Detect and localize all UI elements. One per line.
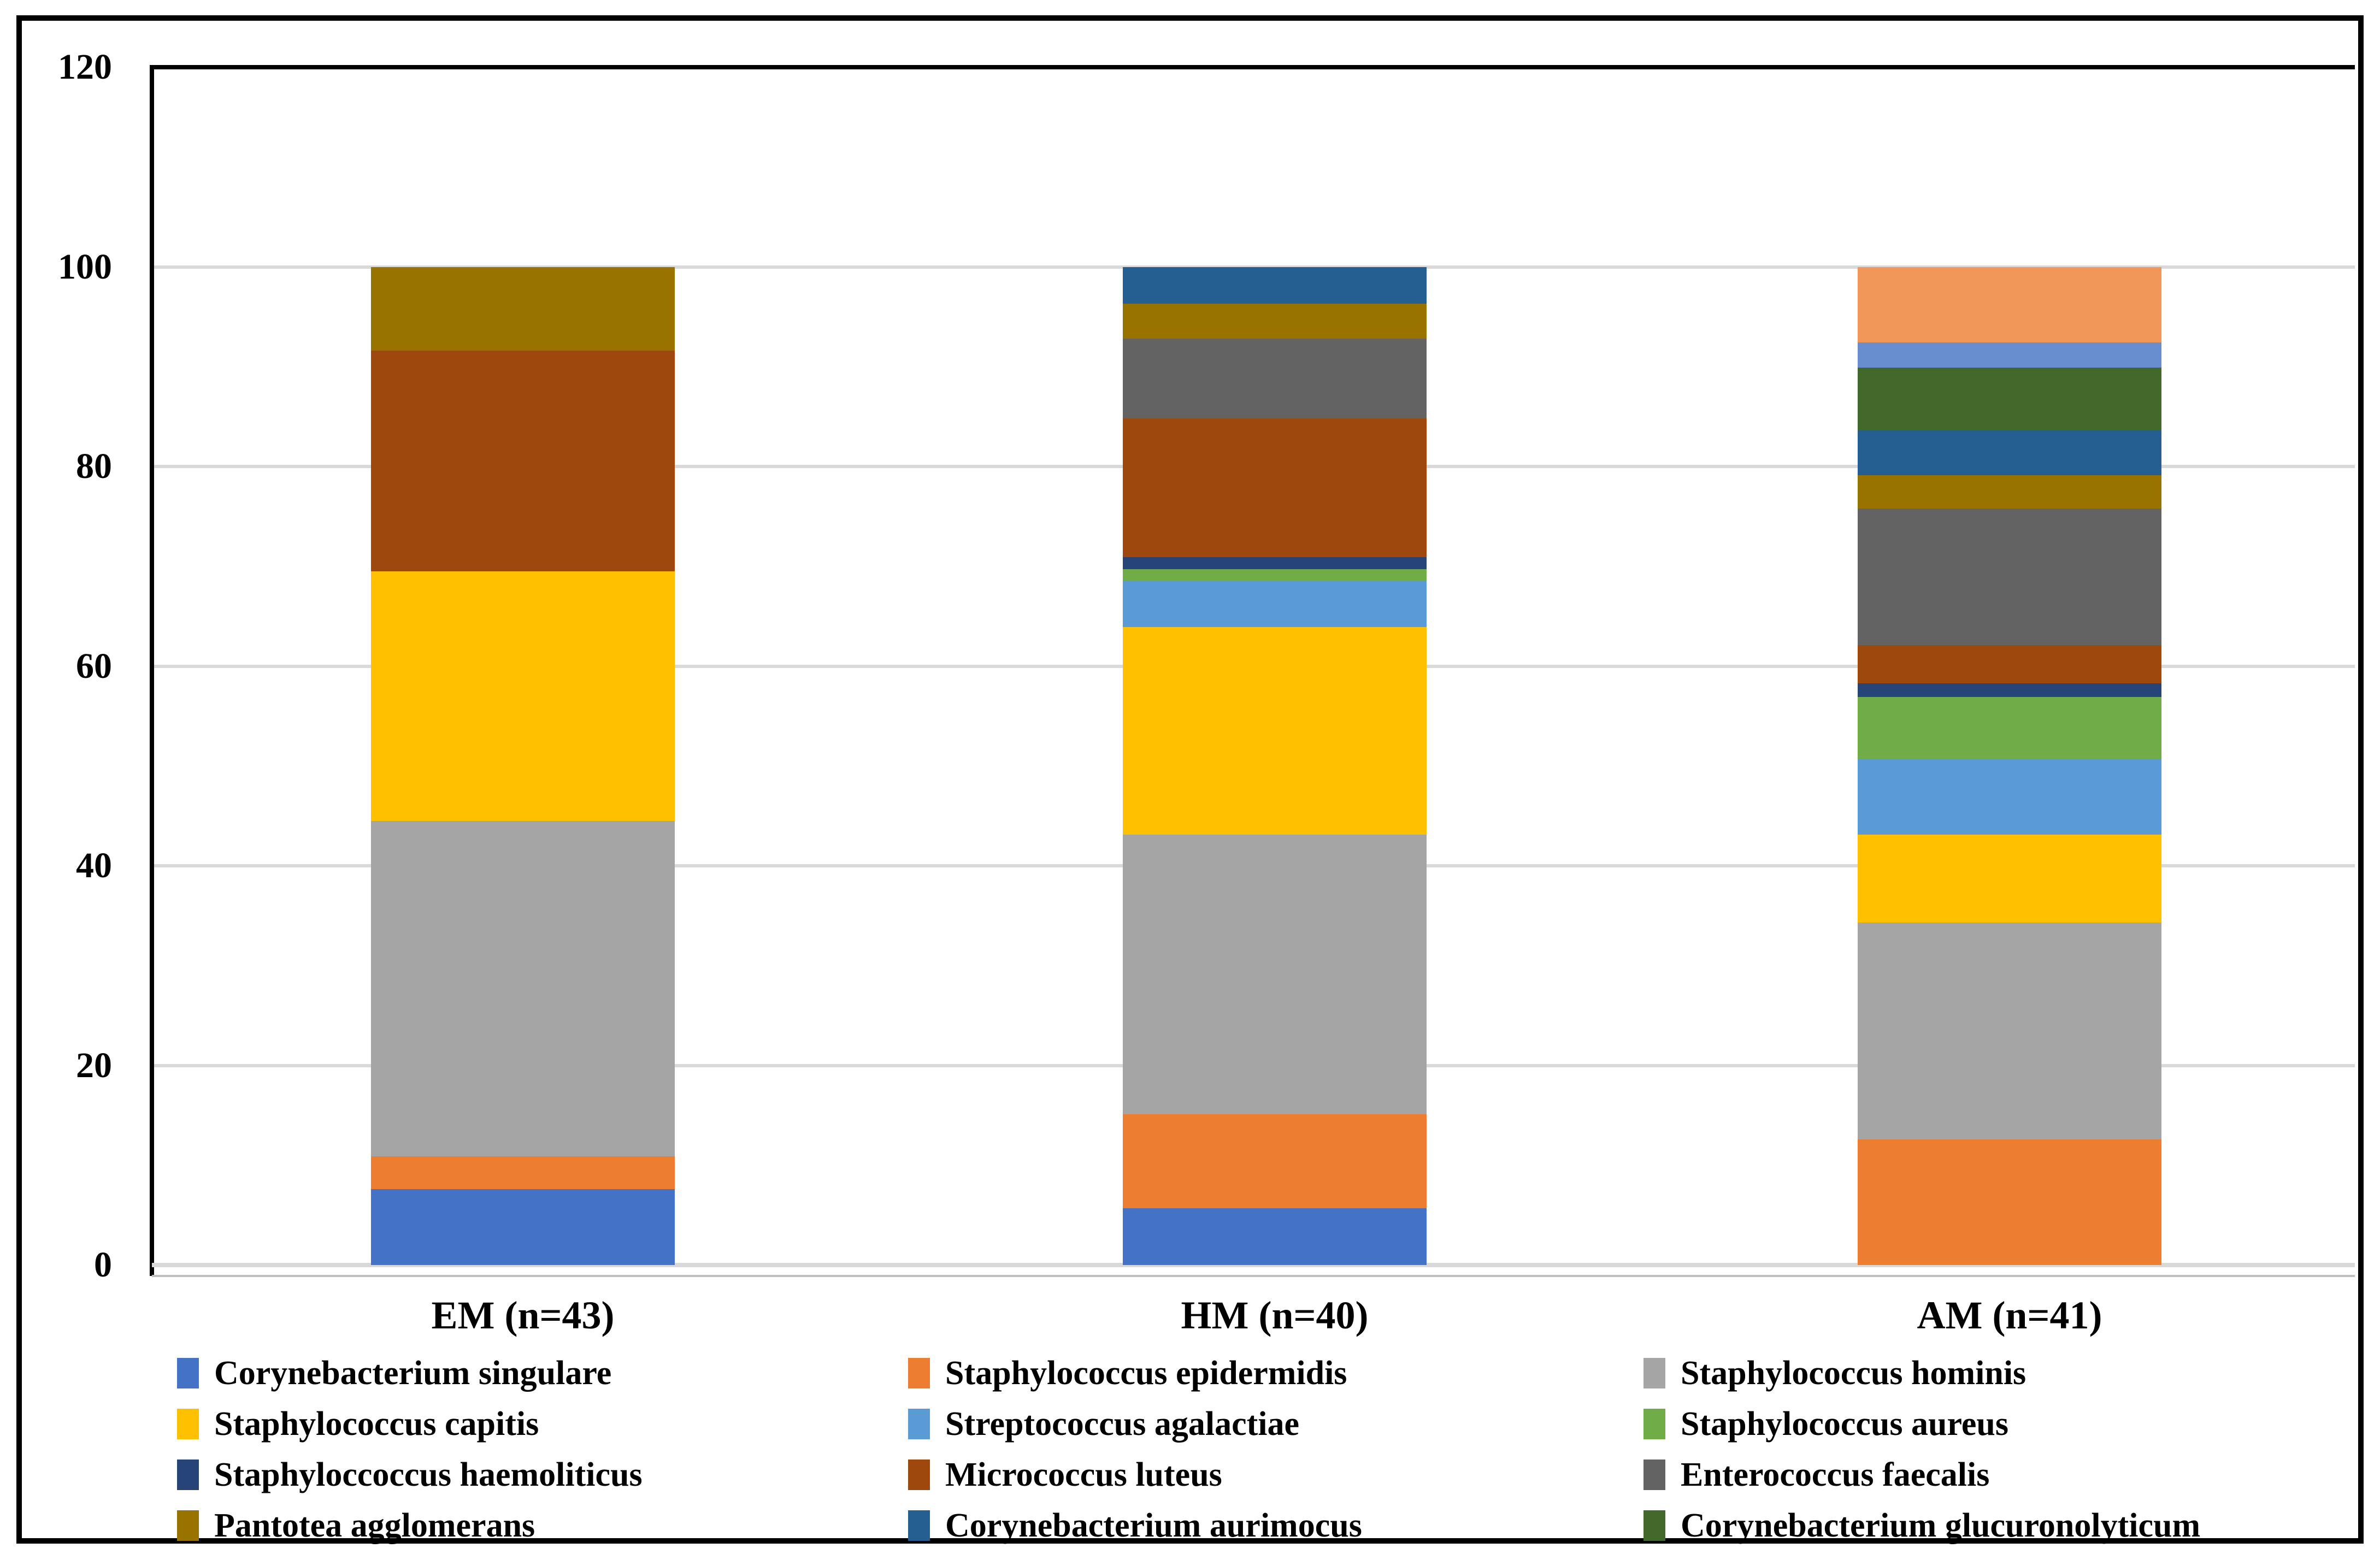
bar-segment-staphylococcus-epidermidis [371,1156,675,1190]
bar-segment-enterococcus-faecalis [1123,339,1427,419]
bar-segment-staphylococcus-epidermidis [1123,1114,1427,1208]
bar-segment-micrococcus-luteus [371,351,675,571]
legend-label: Pantotea agglomerans [214,1507,535,1544]
y-tick-label: 40 [76,846,112,885]
legend-item-corynebacterium-aurimocus: Corynebacterium aurimocus [908,1506,1362,1545]
legend-swatch-staphylococcus-hominis [1643,1358,1665,1388]
bar-segment-micrococcus-luteus [1123,418,1427,558]
legend-swatch-streptococcus-agalactiae [908,1409,930,1439]
legend-label: Staphyloccoccus haemoliticus [214,1456,643,1493]
bar-segment-staphylococcus-hominis [371,820,675,1156]
bar-segment-staphylococcus-hominis [1858,923,2161,1139]
y-tick-label: 80 [76,446,112,486]
bar-segment-staphylococcus-epidermidis [1858,1139,2161,1265]
legend-item-streptococcus-agalactiae: Streptococcus agalactiae [908,1404,1299,1444]
legend-label: Staphylococcus hominis [1681,1355,2026,1392]
y-tick-label: 20 [76,1045,112,1085]
bar-segment-enterococcus-faecalis [1858,508,2161,646]
bar-segment-pantotea-agglomerans [1858,475,2161,509]
legend-swatch-enterococcus-faecalis [1643,1459,1665,1490]
bar-segment-corynebacterium-aurimocus [1858,430,2161,476]
plot-top-border [152,65,2355,69]
legend-swatch-staphyloccoccus-haemoliticus [177,1459,199,1490]
legend-label: Staphylococcus aureus [1681,1405,2008,1443]
bar-segment-staphylococcus-aureus [1123,569,1427,582]
bar-segment-corynebacterium-glucuronolyticum [1858,368,2161,431]
legend-swatch-corynebacterium-singulare [177,1358,199,1388]
legend-label: Streptococcus agalactiae [945,1405,1299,1443]
bar-segment-staphylococcus-capitis [1123,627,1427,835]
bar-segment-pantotea-agglomerans [1123,304,1427,339]
y-tick-label: 60 [76,646,112,686]
legend-swatch-corynebacterium-aurimocus [908,1510,930,1541]
x-category-label: HM (n=40) [1181,1293,1369,1337]
y-axis-line [150,65,154,1276]
bar-segment-streptococcus-agalactiae [1858,759,2161,835]
figure-border [16,15,2364,1544]
legend-item-staphylococcus-aureus: Staphylococcus aureus [1643,1404,2008,1444]
y-tick-label: 0 [94,1245,112,1285]
legend-swatch-micrococcus-luteus [908,1459,930,1490]
bar-segment-corynebacterium-singulare [1123,1208,1427,1265]
bar-segment-corynebacterium-singulare [371,1189,675,1265]
bar-segment-staphylococcus-capitis [1858,835,2161,923]
legend-item-staphylococcus-hominis: Staphylococcus hominis [1643,1354,2026,1393]
legend-swatch-pantotea-agglomerans [177,1510,199,1541]
legend-label: Corynebacterium aurimocus [945,1507,1362,1544]
legend-swatch-staphylococcus-aureus [1643,1409,1665,1439]
legend-item-corynebacterium-singulare: Corynebacterium singulare [177,1354,611,1393]
bar-segment-micrococcus-luteus [1858,645,2161,683]
x-category-label: AM (n=41) [1917,1293,2102,1337]
legend-label: Staphylococcus epidermidis [945,1355,1347,1392]
x-category-label: EM (n=43) [431,1293,615,1337]
legend-item-micrococcus-luteus: Micrococcus luteus [908,1455,1222,1494]
bar-segment-staphylococcus-aureus [1858,697,2161,759]
legend-swatch-corynebacterium-glucuronolyticum [1643,1510,1665,1541]
legend-item-corynebacterium-glucuronolyticum: Corynebacterium glucuronolyticum [1643,1506,2200,1545]
bar-segment-streptococcus-agalactiae [1123,581,1427,628]
bar-segment-staphylococcus-hominis [1123,835,1427,1115]
legend-item-staphylococcus-epidermidis: Staphylococcus epidermidis [908,1354,1347,1393]
gridline-zero [152,1263,2355,1267]
bar-segment-staphyloccoccus-haemoliticus [1123,557,1427,570]
legend-label: Enterococcus faecalis [1681,1456,1990,1493]
legend-label: Corynebacterium singulare [214,1355,612,1392]
legend-swatch-staphylococcus-capitis [177,1409,199,1439]
y-tick-label: 100 [58,246,112,287]
bar-segment-pantotea-agglomerans [371,267,675,351]
x-axis-line [152,1275,2355,1277]
bar-segment-unlabeled-light-orange [1858,267,2161,343]
y-tick-label: 120 [58,47,112,87]
legend-label: Micrococcus luteus [945,1456,1222,1493]
bar-segment-staphyloccoccus-haemoliticus [1858,683,2161,698]
legend-item-pantotea-agglomerans: Pantotea agglomerans [177,1506,535,1545]
bar-segment-unlabeled-light-blue [1858,342,2161,368]
legend-label: Corynebacterium glucuronolyticum [1681,1507,2201,1544]
legend-item-staphyloccoccus-haemoliticus: Staphyloccoccus haemoliticus [177,1455,643,1494]
bar-segment-corynebacterium-aurimocus [1123,267,1427,304]
legend-item-enterococcus-faecalis: Enterococcus faecalis [1643,1455,1989,1494]
bar-segment-staphylococcus-capitis [371,571,675,821]
legend-item-staphylococcus-capitis: Staphylococcus capitis [177,1404,539,1444]
legend-label: Staphylococcus capitis [214,1405,539,1443]
legend-swatch-staphylococcus-epidermidis [908,1358,930,1388]
